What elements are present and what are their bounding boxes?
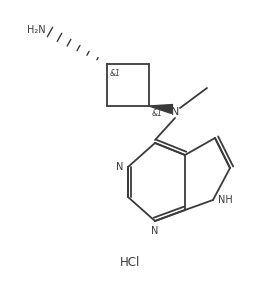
Text: N: N (171, 107, 179, 117)
Text: H₂N: H₂N (27, 25, 46, 35)
Text: N: N (151, 226, 159, 236)
Polygon shape (149, 105, 172, 113)
Text: HCl: HCl (120, 255, 140, 268)
Text: &1: &1 (110, 69, 121, 78)
Text: &1: &1 (152, 109, 163, 118)
Text: NH: NH (218, 195, 233, 205)
Text: N: N (116, 162, 123, 172)
